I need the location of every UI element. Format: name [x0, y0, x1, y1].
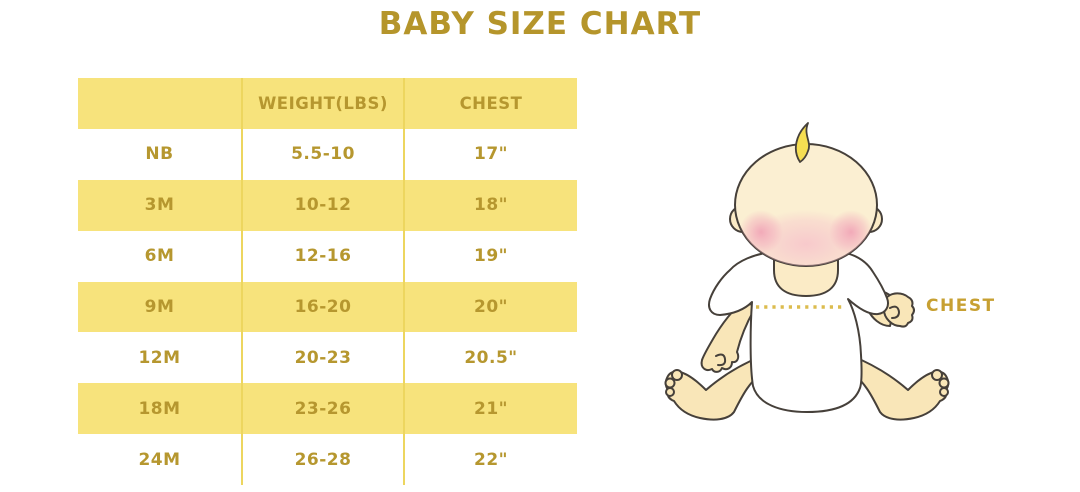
chest-label: CHEST [926, 296, 996, 316]
size-chart-table: WEIGHT(LBS) CHEST NB 5.5-10 17" 3M 10-12… [78, 78, 577, 485]
chest-cell: 20.5" [403, 332, 577, 384]
baby-leg-right [847, 355, 950, 421]
chest-cell: 22" [403, 434, 577, 485]
baby-leg-left [664, 355, 767, 421]
baby-hair-curl [794, 122, 810, 163]
table-row: 18M 23-26 21" [78, 383, 577, 435]
size-cell: 18M [138, 398, 181, 419]
weight-cell: 16-20 [241, 281, 403, 333]
size-cell: 6M [144, 246, 175, 267]
size-cell: 3M [144, 195, 175, 216]
table-row: NB 5.5-10 17" [78, 128, 577, 180]
size-cell: NB [145, 144, 174, 165]
weight-cell: 26-28 [241, 434, 403, 485]
table-row: 9M 16-20 20" [78, 281, 577, 333]
chest-cell: 18" [403, 179, 577, 231]
size-cell: 24M [138, 449, 181, 470]
header-cell-size [78, 78, 241, 129]
table-row: 3M 10-12 18" [78, 179, 577, 231]
weight-cell: 20-23 [241, 332, 403, 384]
weight-cell: 12-16 [241, 230, 403, 282]
baby-shirt [708, 251, 889, 413]
table-row: 6M 12-16 19" [78, 230, 577, 282]
baby-arm-left [700, 297, 755, 373]
size-cell: 12M [138, 347, 181, 368]
weight-cell: 5.5-10 [241, 128, 403, 180]
chest-cell: 19" [403, 230, 577, 282]
baby-illustration [650, 120, 1030, 460]
chest-cell: 17" [403, 128, 577, 180]
chest-cell: 20" [403, 281, 577, 333]
header-cell-weight: WEIGHT(LBS) [241, 78, 403, 129]
table-row: 12M 20-23 20.5" [78, 332, 577, 384]
weight-cell: 23-26 [241, 383, 403, 435]
chest-cell: 21" [403, 383, 577, 435]
size-cell: 9M [144, 296, 175, 317]
header-cell-chest: CHEST [403, 78, 577, 129]
table-header-row: WEIGHT(LBS) CHEST [78, 78, 577, 129]
table-row: 24M 26-28 22" [78, 434, 577, 485]
weight-cell: 10-12 [241, 179, 403, 231]
page-title: BABY SIZE CHART [378, 6, 702, 42]
